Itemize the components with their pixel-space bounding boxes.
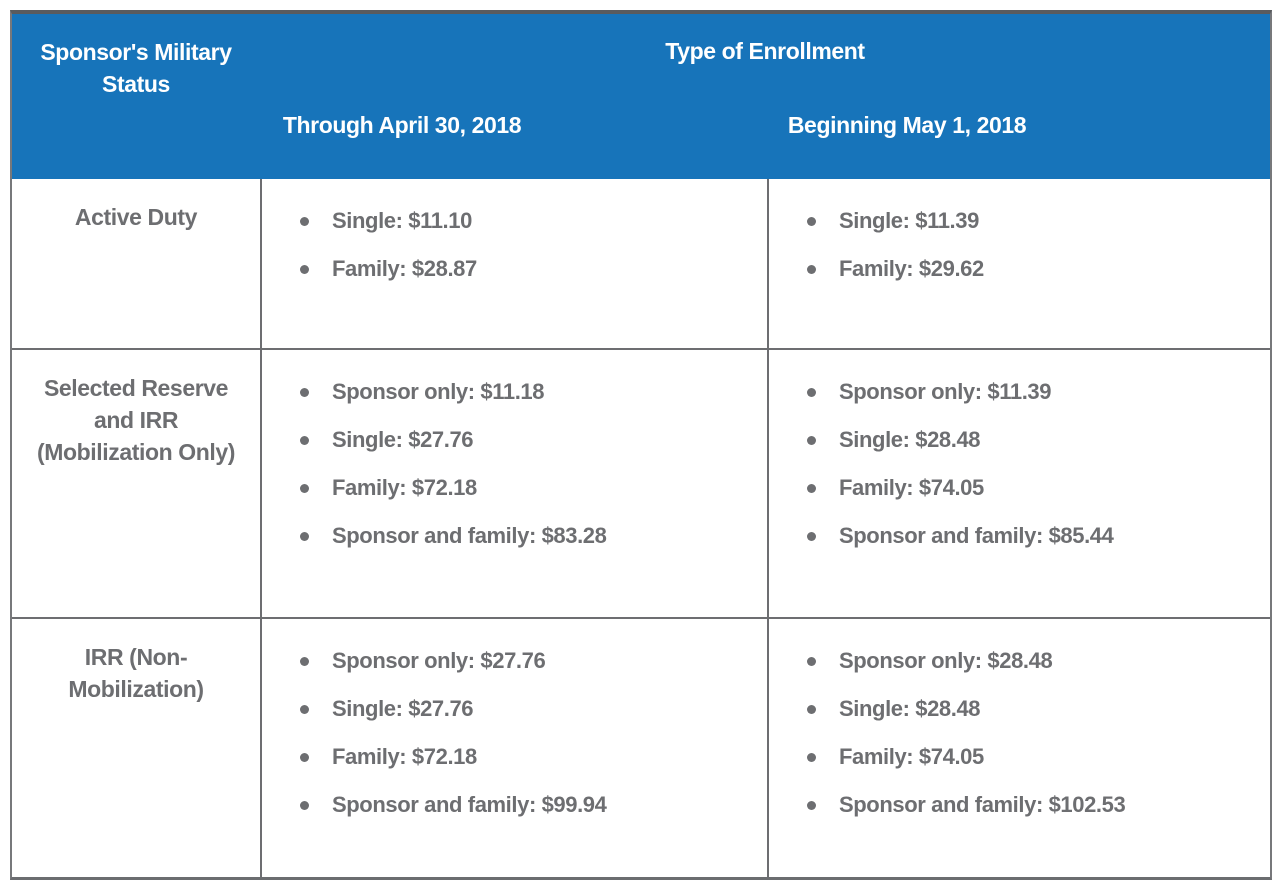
header-sponsors-military-status: Sponsor's Military Status (40, 39, 232, 97)
through-fees-cell: Sponsor only: $27.76 Single: $27.76 Fami… (260, 619, 767, 877)
fee-item: Family: $74.05 (769, 745, 1270, 769)
fee-list: Sponsor only: $11.18 Single: $27.76 Fami… (262, 380, 767, 548)
fee-list: Sponsor only: $28.48 Single: $28.48 Fami… (769, 649, 1270, 817)
fee-list: Sponsor only: $27.76 Single: $27.76 Fami… (262, 649, 767, 817)
fee-item: Sponsor only: $11.18 (262, 380, 767, 404)
fee-item: Family: $72.18 (262, 476, 767, 500)
fee-item: Single: $11.39 (769, 209, 1270, 233)
fee-item: Family: $74.05 (769, 476, 1270, 500)
fee-item: Sponsor and family: $102.53 (769, 793, 1270, 817)
fee-item: Sponsor and family: $83.28 (262, 524, 767, 548)
beginning-fees-cell: Sponsor only: $28.48 Single: $28.48 Fami… (767, 619, 1270, 877)
fee-item: Sponsor only: $27.76 (262, 649, 767, 673)
fee-item: Single: $27.76 (262, 428, 767, 452)
fee-item: Single: $27.76 (262, 697, 767, 721)
fee-item: Sponsor and family: $99.94 (262, 793, 767, 817)
fee-item: Single: $28.48 (769, 697, 1270, 721)
fee-item: Family: $72.18 (262, 745, 767, 769)
fee-item: Single: $11.10 (262, 209, 767, 233)
through-fees-cell: Sponsor only: $11.18 Single: $27.76 Fami… (260, 350, 767, 617)
status-label: Selected Reserve and IRR (Mobilization O… (36, 375, 236, 465)
status-label: Active Duty (74, 204, 198, 230)
fee-item: Sponsor only: $28.48 (769, 649, 1270, 673)
fee-item: Sponsor only: $11.39 (769, 380, 1270, 404)
header-type-of-enrollment: Type of Enrollment (665, 38, 865, 64)
status-cell: Selected Reserve and IRR (Mobilization O… (12, 350, 260, 617)
table-row-selected-reserve: Selected Reserve and IRR (Mobilization O… (12, 348, 1270, 617)
fee-item: Family: $29.62 (769, 257, 1270, 281)
fee-item: Family: $28.87 (262, 257, 767, 281)
status-cell: IRR (Non-Mobilization) (12, 619, 260, 877)
through-fees-cell: Single: $11.10 Family: $28.87 (260, 179, 767, 348)
fee-item: Single: $28.48 (769, 428, 1270, 452)
fee-list: Single: $11.10 Family: $28.87 (262, 209, 767, 281)
header-through-april-30-2018: Through April 30, 2018 (282, 112, 522, 138)
header-beginning-may-1-2018: Beginning May 1, 2018 (787, 112, 1027, 138)
table-row-irr-non-mobilization: IRR (Non-Mobilization) Sponsor only: $27… (12, 617, 1270, 877)
beginning-fees-cell: Single: $11.39 Family: $29.62 (767, 179, 1270, 348)
status-cell: Active Duty (12, 179, 260, 348)
fee-item: Sponsor and family: $85.44 (769, 524, 1270, 548)
beginning-fees-cell: Sponsor only: $11.39 Single: $28.48 Fami… (767, 350, 1270, 617)
table-row-active-duty: Active Duty Single: $11.10 Family: $28.8… (12, 179, 1270, 348)
fee-list: Sponsor only: $11.39 Single: $28.48 Fami… (769, 380, 1270, 548)
fee-list: Single: $11.39 Family: $29.62 (769, 209, 1270, 281)
status-label: IRR (Non-Mobilization) (68, 644, 204, 702)
table-header: Sponsor's Military Status Type of Enroll… (12, 14, 1270, 179)
enrollment-fee-table: Sponsor's Military Status Type of Enroll… (10, 10, 1272, 880)
